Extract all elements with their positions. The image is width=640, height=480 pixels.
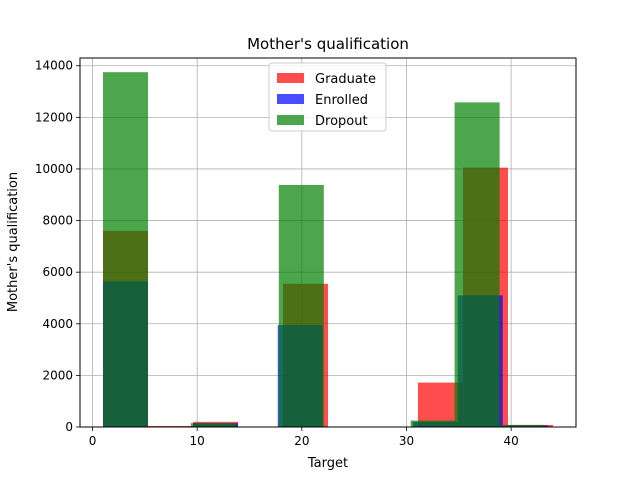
legend-label-graduate: Graduate [315,72,376,87]
y-tick-label: 10000 [35,162,73,176]
legend-swatch-enrolled [277,94,304,104]
x-tick-label: 20 [294,434,309,448]
bar-dropout [454,102,500,428]
x-tick-label: 30 [399,434,414,448]
y-tick-label: 0 [65,420,73,434]
x-tick-label: 10 [190,434,205,448]
x-tick-label: 0 [89,434,97,448]
plot-frame [79,57,577,428]
y-tick-label: 12000 [35,110,73,124]
y-tick-label: 4000 [42,317,73,331]
legend-swatch-graduate [277,73,304,83]
bar-dropout [278,184,324,427]
y-tick-label: 6000 [42,265,73,279]
bar-dropout [103,72,149,427]
y-axis-label: Mother's qualification [6,172,21,312]
bars [103,72,553,428]
legend-swatch-dropout [277,115,304,125]
x-axis-label: Target [307,456,348,471]
chart-title: Mother's qualification [247,35,409,53]
y-tick-label: 2000 [42,368,73,382]
series-dropout [103,72,544,428]
y-tick-label: 14000 [35,59,73,73]
legend-label-dropout: Dropout [315,114,368,129]
axis-ticks: 0 10 20 30 40 0 2000 4000 6000 8000 10000 12000 1400… [35,59,519,448]
legend: Graduate Enrolled Dropout [268,62,387,132]
x-tick-label: 40 [503,434,518,448]
bar-dropout [410,420,456,427]
y-tick-label: 8000 [42,214,73,228]
legend-label-enrolled: Enrolled [315,93,368,108]
bar-dropout [498,424,544,427]
bar-dropout [190,423,236,427]
